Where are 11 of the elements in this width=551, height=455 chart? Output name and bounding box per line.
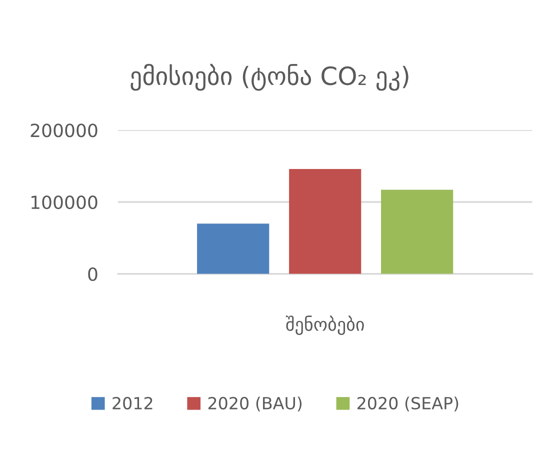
y-tick-label: 200000 [30, 124, 98, 138]
legend-label: 2020 (BAU) [208, 396, 302, 412]
chart-title: ემისიები (ტონა CO₂ ეკ) [130, 64, 408, 91]
y-tick-label: 100000 [32, 195, 98, 210]
bar [289, 168, 362, 274]
legend-label: 2012 [112, 396, 152, 410]
bar [197, 224, 270, 274]
x-tick-label: შენობები [286, 316, 364, 335]
legend-label: 2020 (SEAP) [358, 396, 458, 412]
y-tick-label: 0 [88, 267, 98, 282]
bar [381, 190, 454, 274]
